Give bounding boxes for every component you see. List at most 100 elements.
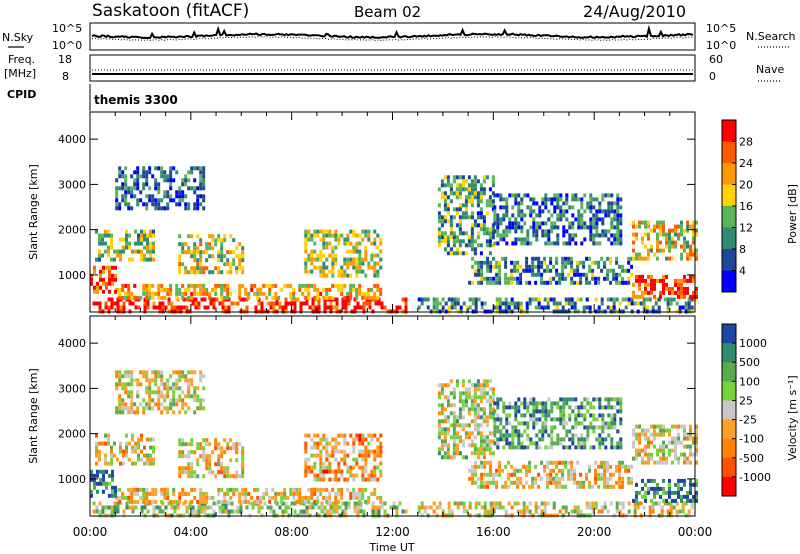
- nave-tick-bottom: 0: [709, 70, 716, 83]
- colorbar-tick-label: 24: [739, 157, 753, 170]
- colorbar-tick-label: 28: [739, 136, 753, 149]
- colorbar-tick-label: 1000: [739, 337, 767, 350]
- time-tick-label: 00:00: [73, 525, 108, 539]
- echo-region: [468, 256, 634, 285]
- y-tick-label: 4000: [58, 133, 86, 146]
- nave-label: Nave: [756, 63, 784, 76]
- colorbar-tick-label: 25: [739, 394, 753, 407]
- date-title: 24/Aug/2010: [583, 2, 686, 21]
- colorbar-swatch: [722, 324, 736, 344]
- echo-region: [437, 379, 495, 460]
- colorbar-swatch: [722, 343, 736, 363]
- echo-region: [95, 433, 155, 466]
- nsky-label: N.Sky: [2, 31, 34, 44]
- colorbar-tick-label: 8: [739, 243, 746, 256]
- nsearch-tick-bottom: 10^0: [706, 39, 736, 52]
- y-tick-label: 1000: [58, 473, 86, 486]
- colorbar-swatch: [722, 362, 736, 382]
- colorbar-swatch: [722, 184, 736, 207]
- echo-region: [468, 460, 634, 489]
- colorbar-swatch: [722, 120, 736, 142]
- colorbar-swatch: [722, 163, 736, 185]
- echo-region: [115, 370, 206, 415]
- colorbar-swatch: [722, 381, 736, 401]
- velocity-colorbar: 1000 500 100 25 -25 -100 -500 -1000: [721, 323, 771, 497]
- power-ylabel: Slant Range [km]: [27, 164, 40, 260]
- echo-region: [178, 438, 245, 479]
- cpid-label: CPID: [7, 88, 36, 101]
- echo-region: [178, 234, 245, 275]
- freq-label: Freq.: [8, 53, 35, 66]
- echo-region: [493, 397, 623, 450]
- time-tick-label: 12:00: [375, 525, 410, 539]
- nsearch-tick-top: 10^5: [706, 22, 736, 35]
- velocity-ylabel: Slant Range [km]: [27, 368, 40, 464]
- nsearch-series-line: [91, 35, 694, 42]
- nsearch-label: N.Search: [746, 30, 796, 43]
- colorbar-tick-label: -25: [739, 414, 757, 427]
- freq-tick-top: 18: [58, 53, 72, 66]
- echo-region: [493, 193, 623, 246]
- y-tick-label: 2000: [58, 428, 86, 441]
- echo-region: [417, 501, 694, 518]
- freq-panel: [89, 54, 696, 82]
- power-y-axis: 1000 2000 3000 4000: [58, 133, 695, 282]
- colorbar-tick-label: 4: [739, 265, 746, 278]
- echo-region: [115, 487, 383, 504]
- echo-region: [632, 478, 698, 503]
- time-axis-labels: 00:00 04:00 08:00 12:00 16:00 20:00 00:00: [73, 525, 713, 539]
- colorbar-swatch: [722, 227, 736, 250]
- colorbar-frame: [721, 323, 737, 497]
- power-echo-layer: [90, 166, 698, 314]
- time-tick-label: 00:00: [678, 525, 713, 539]
- echo-region: [304, 229, 383, 278]
- freq-tick-bottom: 8: [62, 70, 69, 83]
- nsky-tick-bottom: 10^0: [52, 39, 82, 52]
- y-tick-label: 1000: [58, 269, 86, 282]
- colorbar-swatch: [722, 141, 736, 164]
- echo-region: [417, 297, 697, 314]
- velocity-x-ticks: [89, 316, 696, 516]
- y-tick-label: 3000: [58, 178, 86, 191]
- colorbar-tick-label: 100: [739, 375, 760, 388]
- colorbar-tick-label: 12: [739, 222, 753, 235]
- beam-title: Beam 02: [354, 3, 421, 21]
- echo-region: [437, 175, 495, 256]
- time-axis-title: Time UT: [368, 541, 414, 554]
- power-colorbar-label: Power [dB]: [786, 184, 799, 244]
- echo-region: [632, 274, 698, 299]
- velocity-colorbar-label: Velocity [m s⁻¹]: [786, 375, 799, 460]
- colorbar-swatch: [722, 249, 736, 271]
- colorbar-tick-label: 20: [739, 179, 753, 192]
- nsky-tick-top: 10^5: [52, 22, 82, 35]
- colorbar-swatch: [722, 457, 736, 478]
- echo-region: [632, 220, 698, 261]
- time-tick-label: 08:00: [274, 525, 309, 539]
- power-x-ticks: [89, 112, 696, 312]
- echo-region: [95, 229, 155, 262]
- colorbar-swatch: [722, 419, 736, 440]
- colorbar-swatch: [722, 270, 736, 293]
- echo-region: [632, 424, 698, 465]
- velocity-y-axis: 1000 2000 3000 4000: [58, 337, 695, 486]
- time-tick-label: 16:00: [476, 525, 511, 539]
- time-tick-label: 04:00: [174, 525, 209, 539]
- freq-unit: [MHz]: [4, 67, 36, 80]
- cpid-value: themis 3300: [94, 93, 178, 107]
- station-title: Saskatoon (fitACF): [92, 1, 249, 21]
- time-tick-label: 20:00: [577, 525, 612, 539]
- colorbar-tick-label: 500: [739, 356, 760, 369]
- colorbar-tick-label: -100: [739, 433, 764, 446]
- colorbar-tick-label: -500: [739, 452, 764, 465]
- colorbar-swatch: [722, 438, 736, 459]
- echo-region: [90, 469, 117, 498]
- echo-region: [115, 283, 383, 300]
- colorbar-swatch: [722, 206, 736, 228]
- power-colorbar: 28 24 20 16 12 8 4: [721, 119, 753, 293]
- colorbar-swatch: [722, 476, 736, 497]
- nave-tick-top: 60: [709, 53, 723, 66]
- y-tick-label: 4000: [58, 337, 86, 350]
- echo-region: [90, 265, 117, 294]
- colorbar-swatch: [722, 400, 736, 421]
